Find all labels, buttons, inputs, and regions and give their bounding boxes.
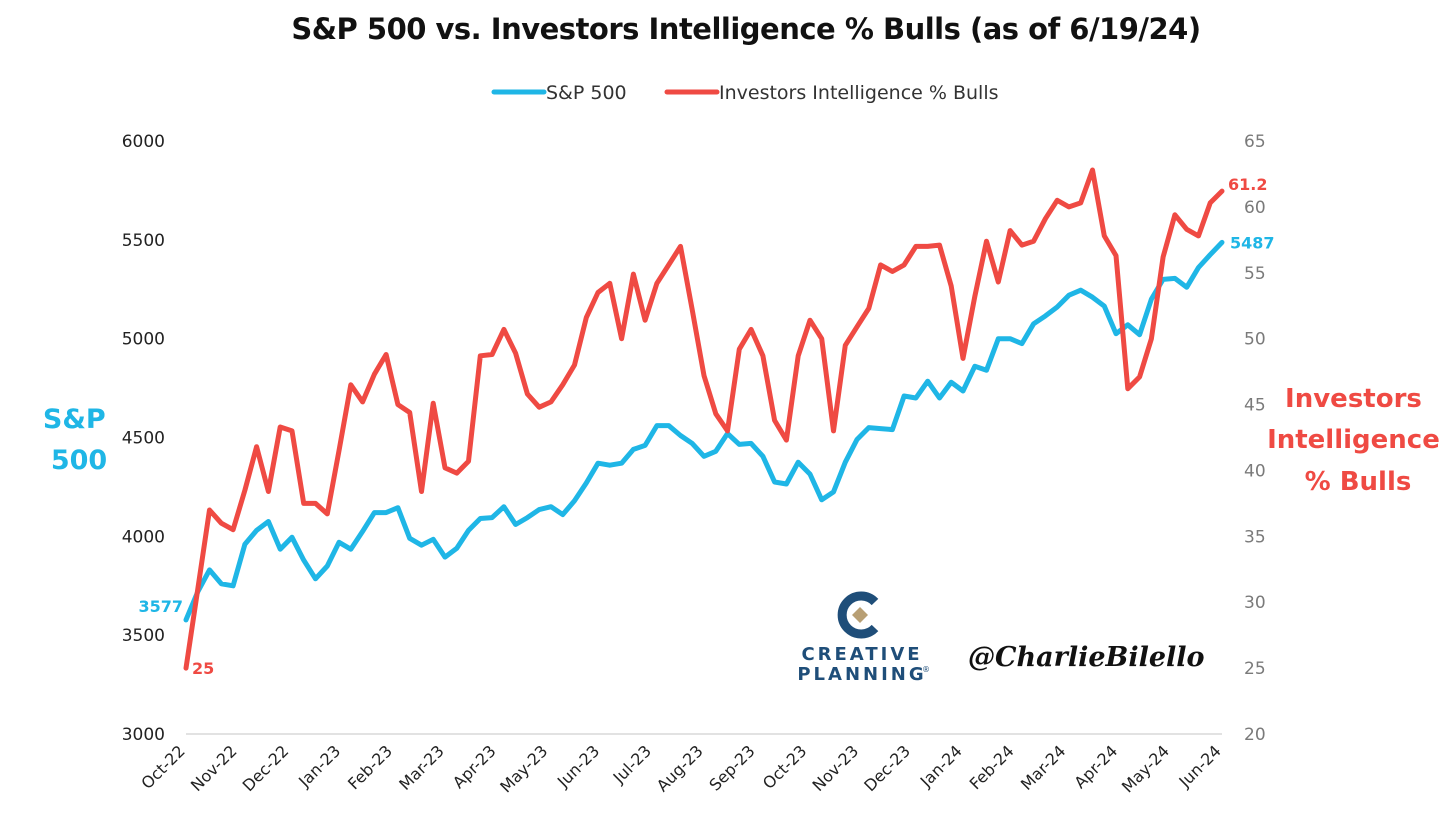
x-tick-label: Jan-23	[294, 741, 344, 791]
right-tick-label: 35	[1244, 527, 1266, 547]
creative-planning-logo-icon	[837, 591, 879, 639]
legend-label-bulls: Investors Intelligence % Bulls	[719, 82, 999, 104]
x-tick-label: Jul-23	[609, 741, 655, 787]
left-tick-label: 6000	[122, 132, 165, 152]
left-axis-label: S&P 500	[43, 404, 115, 476]
left-axis-ticks: 3000 3500 4000 4500 5000 5500 6000	[122, 132, 165, 745]
left-tick-label: 4500	[122, 429, 165, 449]
watermark-handle: @CharlieBilello	[968, 642, 1205, 673]
x-tick-label: Aug-23	[653, 741, 707, 795]
sp500-end-label: 5487	[1230, 233, 1275, 252]
x-tick-label: Feb-24	[966, 741, 1018, 793]
sp500-start-label: 3577	[138, 597, 183, 616]
x-tick-label: Apr-23	[449, 741, 500, 792]
x-tick-label: May-23	[496, 741, 551, 796]
x-tick-label: Oct-23	[759, 741, 810, 792]
series-layer	[183, 167, 1225, 671]
chart-title: S&P 500 vs. Investors Intelligence % Bul…	[291, 12, 1201, 46]
x-tick-label: Nov-22	[187, 741, 241, 795]
right-tick-label: 40	[1244, 461, 1266, 481]
x-tick-label: Jan-24	[916, 741, 966, 791]
right-axis-ticks: 20 25 30 35 40 45 50 55 60 65	[1244, 132, 1266, 745]
right-tick-label: 20	[1244, 725, 1266, 745]
series-line-sp500	[183, 239, 1225, 623]
right-tick-label: 30	[1244, 593, 1266, 613]
x-tick-label: May-24	[1118, 741, 1173, 796]
bulls-start-label: 25	[192, 659, 214, 678]
x-tick-label: Oct-22	[137, 741, 188, 792]
creative-planning-logo: CREATIVE PLANNING ®	[797, 591, 930, 685]
bulls-end-label: 61.2	[1228, 175, 1267, 194]
legend-label-sp500: S&P 500	[546, 82, 627, 104]
right-tick-label: 25	[1244, 659, 1266, 679]
logo-registered-mark: ®	[922, 665, 930, 674]
x-tick-label: Feb-23	[344, 741, 396, 793]
x-tick-label: Jun-24	[1175, 741, 1225, 791]
logo-line1: CREATIVE	[801, 644, 922, 665]
right-axis-label: Investors Intelligence % Bulls	[1267, 384, 1449, 497]
x-tick-label: Dec-23	[860, 741, 914, 795]
legend: S&P 500 Investors Intelligence % Bulls	[491, 82, 999, 104]
right-tick-label: 50	[1244, 330, 1266, 350]
end-labels: 3577 5487 25 61.2	[138, 175, 1274, 678]
left-tick-label: 5000	[122, 330, 165, 350]
right-tick-label: 55	[1244, 264, 1266, 284]
x-tick-label: Apr-24	[1070, 741, 1121, 792]
right-tick-label: 45	[1244, 396, 1266, 416]
left-tick-label: 3500	[122, 626, 165, 646]
logo-line2: PLANNING	[797, 664, 926, 685]
left-tick-label: 3000	[122, 725, 165, 745]
right-tick-label: 65	[1244, 132, 1266, 152]
x-tick-label: Jun-23	[553, 741, 603, 791]
series-line-bulls	[183, 167, 1225, 671]
x-tick-label: Mar-24	[1017, 741, 1070, 794]
x-tick-label: Sep-23	[705, 741, 758, 794]
right-tick-label: 60	[1244, 198, 1266, 218]
x-tick-label: Mar-23	[395, 741, 448, 794]
left-tick-label: 5500	[122, 231, 165, 251]
x-tick-label: Dec-22	[239, 741, 293, 795]
left-tick-label: 4000	[122, 527, 165, 547]
x-tick-label: Nov-23	[809, 741, 863, 795]
